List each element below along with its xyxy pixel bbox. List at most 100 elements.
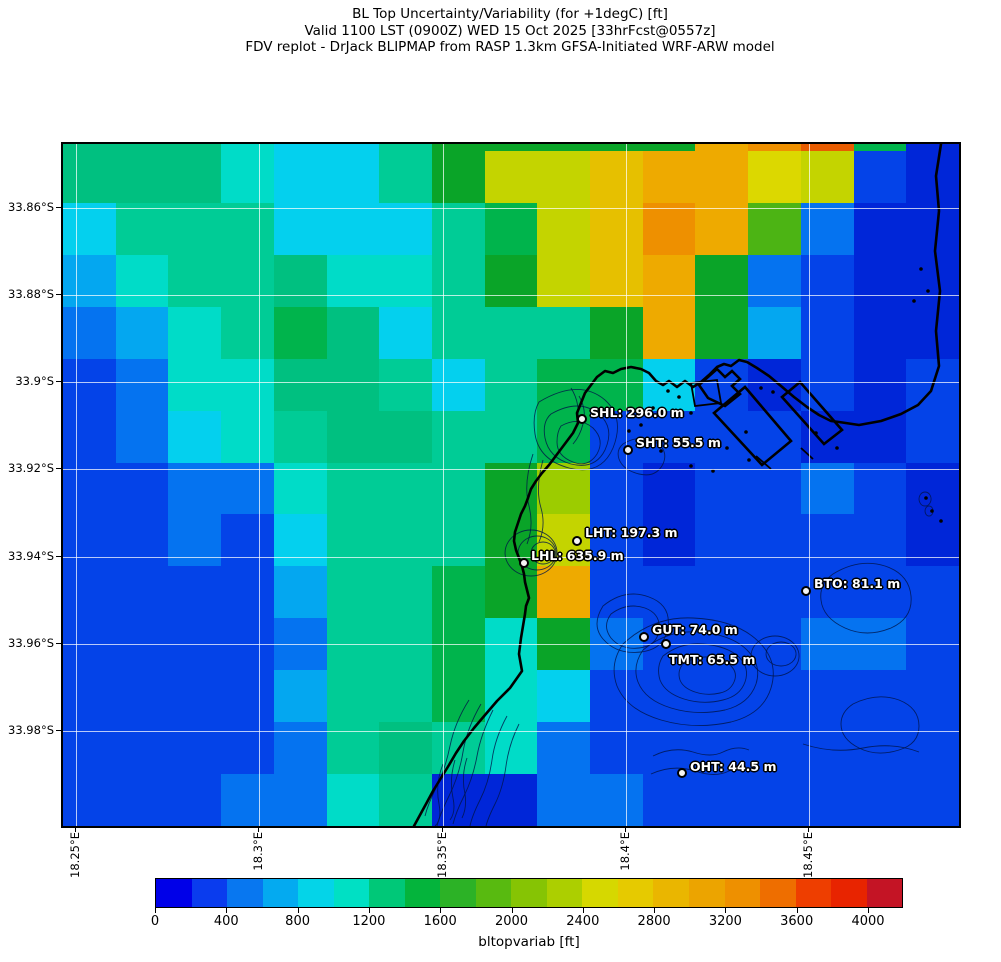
heatmap-cell bbox=[484, 254, 538, 307]
colorbar-segment bbox=[688, 879, 725, 907]
colorbar-tick-mark bbox=[582, 908, 584, 913]
lat-gridline bbox=[63, 208, 959, 209]
heatmap-cell bbox=[537, 670, 591, 723]
heatmap-cell bbox=[748, 254, 801, 307]
heatmap-cell bbox=[537, 774, 591, 826]
heatmap-cell bbox=[853, 144, 907, 151]
colorbar-tick-label: 0 bbox=[150, 914, 160, 929]
lat-tick-label: 33.98°S bbox=[8, 723, 54, 737]
heatmap-cell bbox=[63, 151, 116, 203]
heatmap-cell bbox=[590, 202, 643, 255]
heatmap-cell bbox=[537, 306, 591, 359]
islet-dot bbox=[677, 395, 681, 399]
heatmap-cell bbox=[590, 151, 643, 203]
heatmap-cell bbox=[484, 151, 538, 203]
lat-gridline bbox=[63, 469, 959, 470]
terrain-contour bbox=[572, 395, 585, 445]
terrain-contour bbox=[434, 763, 444, 826]
terrain-contour bbox=[840, 696, 920, 754]
heatmap-cell bbox=[273, 722, 327, 775]
heatmap-cell bbox=[695, 774, 749, 826]
heatmap-cell bbox=[168, 358, 222, 411]
lon-gridline bbox=[76, 144, 77, 826]
heatmap-cell bbox=[379, 670, 432, 723]
colorbar-segment bbox=[866, 879, 903, 907]
heatmap-cell bbox=[379, 566, 432, 619]
terrain-contour bbox=[802, 743, 920, 753]
heatmap-cell bbox=[273, 410, 327, 463]
heatmap-cell bbox=[168, 202, 222, 255]
lat-gridline bbox=[63, 382, 959, 383]
heatmap-cell bbox=[326, 254, 380, 307]
heatmap-cell bbox=[431, 202, 485, 255]
heatmap-cell bbox=[748, 144, 801, 151]
colorbar-tick-label: 3600 bbox=[780, 914, 814, 929]
terrain-contour bbox=[530, 541, 556, 565]
terrain-contour bbox=[820, 562, 912, 634]
heatmap-cell bbox=[63, 306, 116, 359]
colorbar-tick-label: 1200 bbox=[352, 914, 386, 929]
heatmap-cell bbox=[642, 410, 696, 463]
heatmap-cell bbox=[853, 151, 907, 203]
heatmap-cell bbox=[906, 462, 959, 515]
islet-dot bbox=[835, 446, 839, 450]
heatmap-cell bbox=[695, 566, 749, 619]
heatmap-cell bbox=[537, 462, 591, 515]
lat-tick-mark bbox=[56, 207, 61, 208]
heatmap-cell bbox=[326, 462, 380, 515]
heatmap-cell bbox=[115, 358, 169, 411]
heatmap-cell bbox=[168, 722, 222, 775]
colorbar-tick-mark bbox=[155, 908, 156, 913]
station-label-LHL: LHL: 635.9 m bbox=[531, 548, 624, 563]
heatmap-cell bbox=[590, 144, 643, 151]
station-marker-SHL bbox=[577, 414, 587, 424]
lat-tick-label: 33.86°S bbox=[8, 200, 54, 214]
heatmap-cell bbox=[695, 254, 749, 307]
heatmap-cell bbox=[853, 774, 907, 826]
colorbar-segment bbox=[511, 879, 547, 907]
colorbar-segment bbox=[617, 879, 654, 907]
heatmap-cell bbox=[853, 566, 907, 619]
heatmap-cell bbox=[273, 144, 327, 151]
heatmap-cell bbox=[642, 566, 696, 619]
heatmap-cell bbox=[168, 462, 222, 515]
islet-dot bbox=[651, 406, 655, 410]
heatmap-cell bbox=[168, 144, 222, 151]
heatmap-cell bbox=[326, 144, 380, 151]
heatmap-cell bbox=[484, 774, 538, 826]
lon-tick-label: 18.4°E bbox=[618, 832, 632, 871]
heatmap-cell bbox=[115, 774, 169, 826]
terrain-contour bbox=[517, 535, 557, 571]
colorbar-segment bbox=[298, 879, 334, 907]
heatmap-cell bbox=[63, 254, 116, 307]
heatmap-cell bbox=[221, 722, 274, 775]
heatmap-cell bbox=[168, 410, 222, 463]
station-label-GUT: GUT: 74.0 m bbox=[652, 622, 738, 637]
colorbar-segment bbox=[724, 879, 761, 907]
heatmap-cell bbox=[748, 722, 801, 775]
heatmap-cell bbox=[115, 202, 169, 255]
heatmap-cell bbox=[115, 566, 169, 619]
heatmap-cell bbox=[642, 151, 696, 203]
colorbar-segment bbox=[156, 879, 192, 907]
heatmap-grid bbox=[63, 144, 959, 826]
lon-tick-label: 18.25°E bbox=[68, 832, 82, 878]
heatmap-cell bbox=[63, 144, 116, 151]
heatmap-cell bbox=[168, 151, 222, 203]
terrain-contour bbox=[750, 635, 800, 677]
lat-tick-mark bbox=[56, 643, 61, 644]
terrain-contour bbox=[526, 453, 534, 545]
colorbar-tick-label: 2800 bbox=[637, 914, 671, 929]
station-marker-LHT bbox=[572, 536, 582, 546]
heatmap-cell bbox=[642, 774, 696, 826]
colorbar-segment bbox=[440, 879, 476, 907]
heatmap-cell bbox=[748, 202, 801, 255]
title-line-2: Valid 1100 LST (0900Z) WED 15 Oct 2025 [… bbox=[304, 22, 716, 39]
islet-dot bbox=[689, 411, 693, 415]
heatmap-cell bbox=[221, 306, 274, 359]
harbor-structure bbox=[689, 379, 723, 407]
heatmap-cell bbox=[63, 566, 116, 619]
lon-tick-mark bbox=[808, 827, 809, 832]
heatmap-cell bbox=[221, 254, 274, 307]
lat-tick-label: 33.9°S bbox=[15, 374, 54, 388]
